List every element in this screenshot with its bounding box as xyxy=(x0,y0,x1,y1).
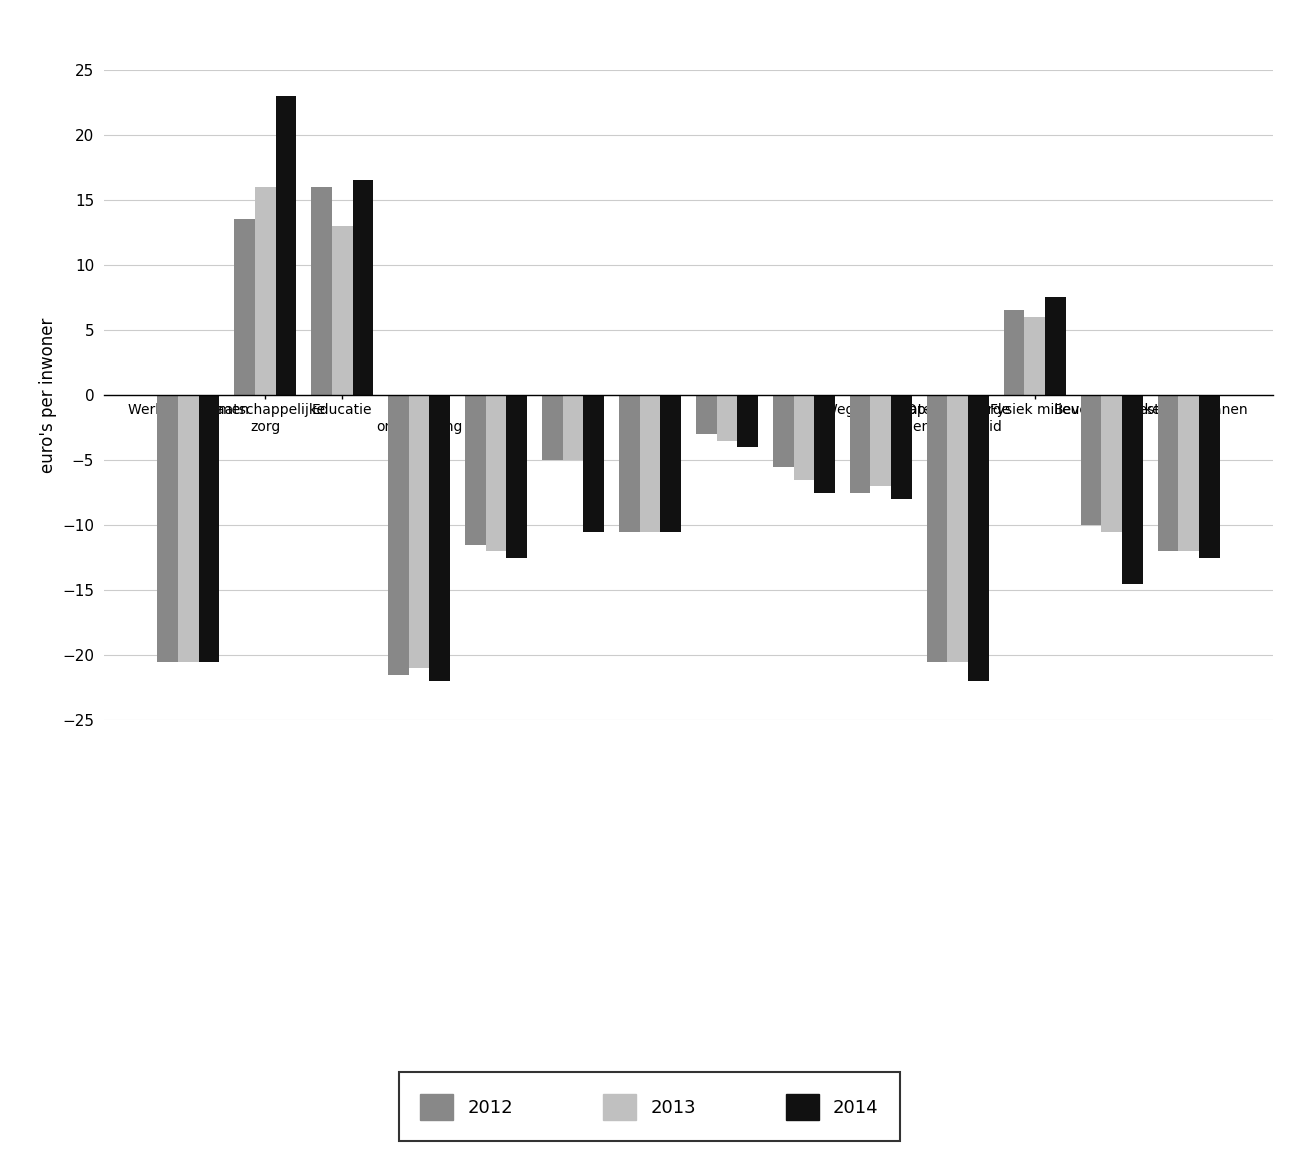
Bar xyxy=(157,395,178,662)
Bar xyxy=(430,395,451,681)
Bar xyxy=(352,180,373,395)
Bar xyxy=(234,220,255,395)
Bar xyxy=(1004,310,1025,395)
Bar xyxy=(1157,395,1178,551)
Bar xyxy=(926,395,947,662)
Bar xyxy=(255,187,275,395)
Bar xyxy=(1122,395,1143,583)
Bar xyxy=(660,395,681,532)
Bar xyxy=(1025,317,1046,395)
Bar xyxy=(618,395,639,532)
Bar xyxy=(814,395,835,493)
Legend: 2012, 2013, 2014: 2012, 2013, 2014 xyxy=(399,1073,900,1141)
Bar xyxy=(310,187,331,395)
Bar xyxy=(850,395,870,493)
Bar xyxy=(870,395,891,486)
Bar xyxy=(773,395,794,467)
Bar xyxy=(199,395,220,662)
Bar xyxy=(409,395,430,668)
Bar xyxy=(968,395,989,681)
Bar xyxy=(947,395,968,662)
Bar xyxy=(178,395,199,662)
Bar xyxy=(1081,395,1102,525)
Bar xyxy=(717,395,738,440)
Y-axis label: euro's per inwoner: euro's per inwoner xyxy=(39,317,57,473)
Bar xyxy=(331,225,352,395)
Bar xyxy=(562,395,583,460)
Bar xyxy=(1199,395,1220,558)
Bar xyxy=(1178,395,1199,551)
Bar xyxy=(794,395,814,480)
Bar xyxy=(507,395,527,558)
Bar xyxy=(1102,395,1122,532)
Bar xyxy=(639,395,660,532)
Bar xyxy=(542,395,562,460)
Bar xyxy=(583,395,604,532)
Bar xyxy=(388,395,409,675)
Bar xyxy=(738,395,759,447)
Bar xyxy=(275,95,296,395)
Bar xyxy=(891,395,912,500)
Bar xyxy=(465,395,486,545)
Bar xyxy=(696,395,717,435)
Bar xyxy=(486,395,507,551)
Bar xyxy=(1046,297,1066,395)
